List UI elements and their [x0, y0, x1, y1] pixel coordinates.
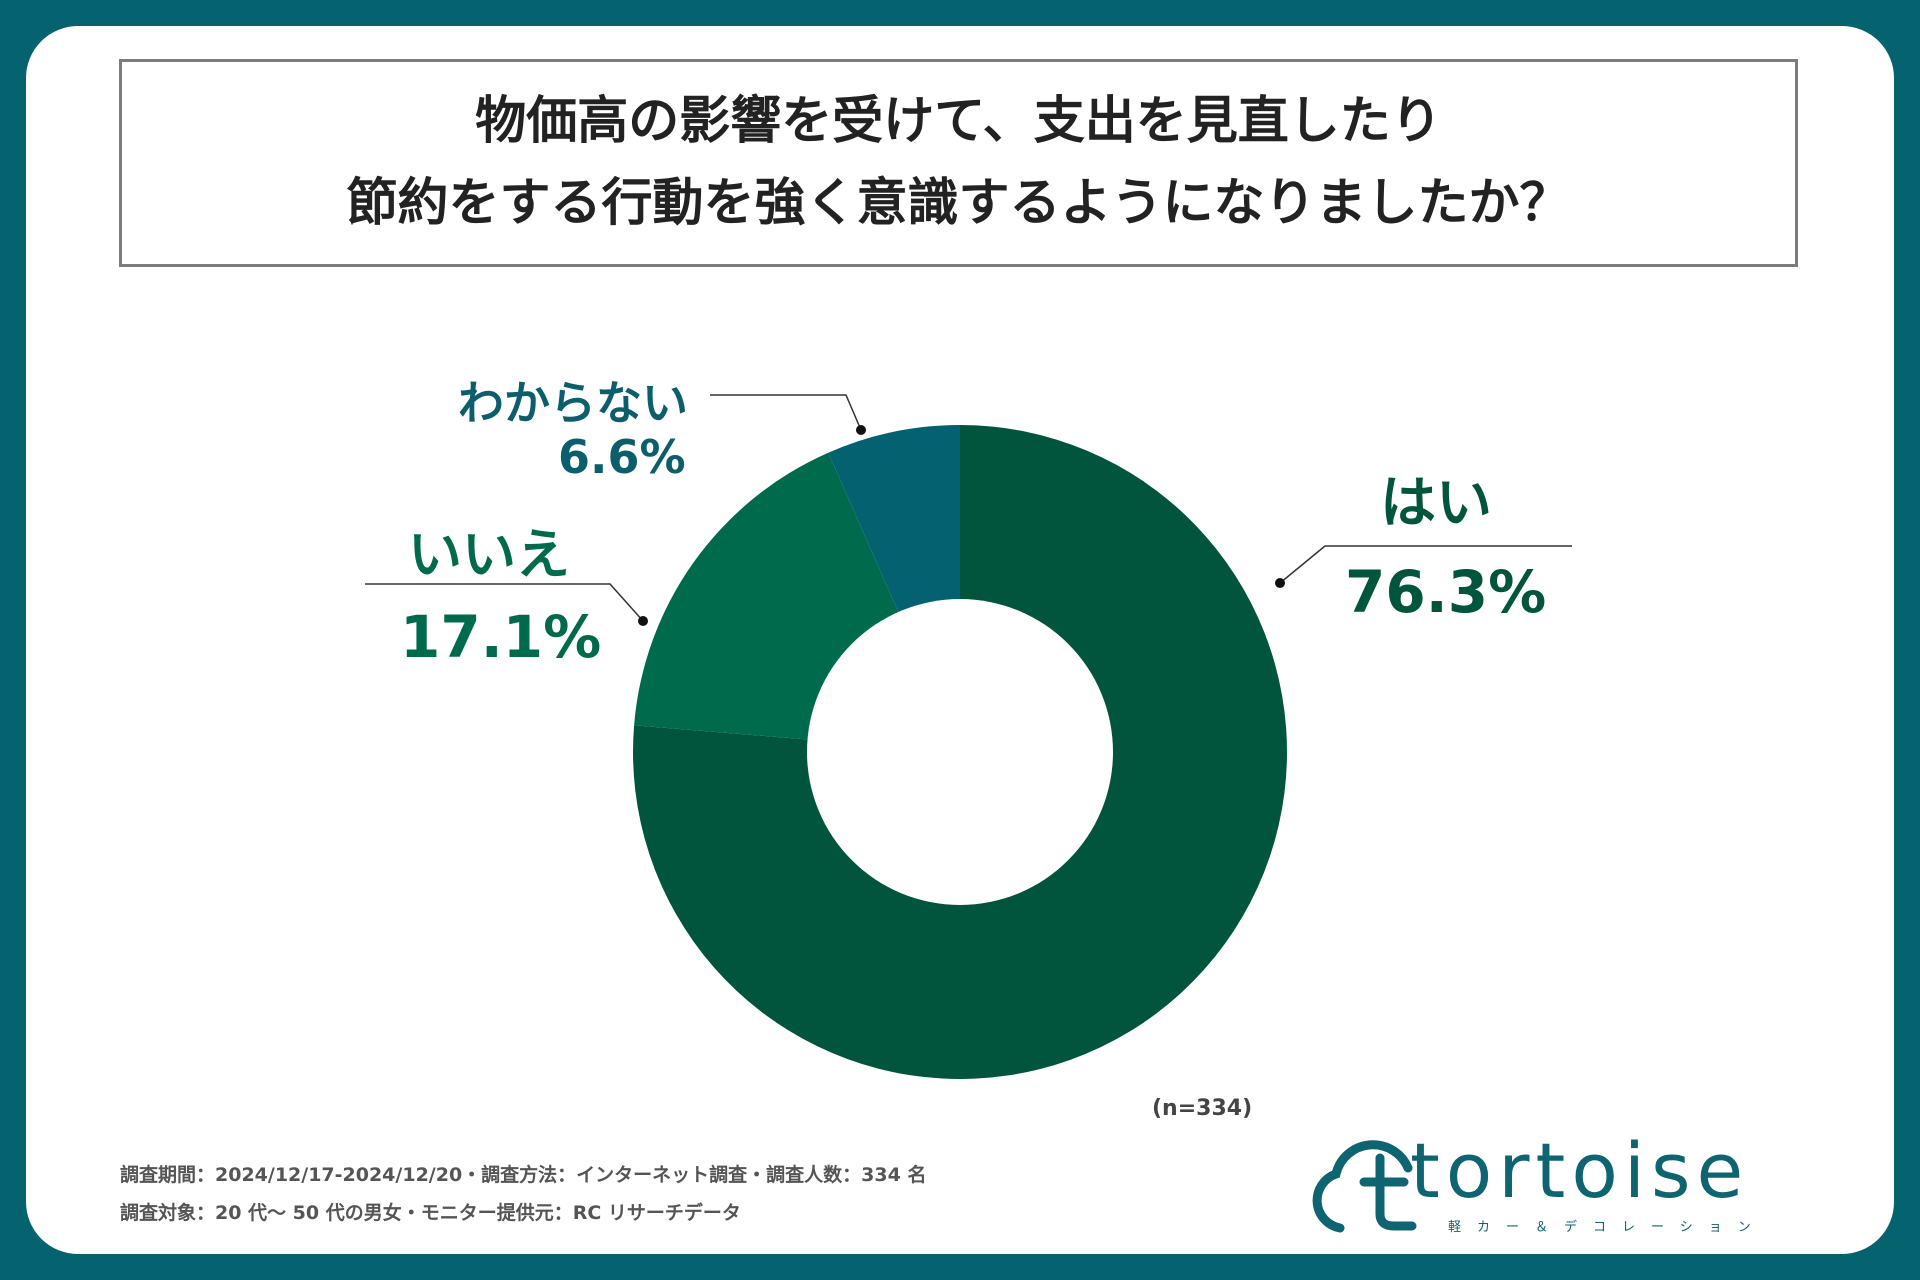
label-iie-value: 17.1%	[400, 603, 602, 671]
label-wakaranai-category: わからない	[458, 376, 688, 430]
cloud-t-icon	[1312, 1140, 1417, 1233]
title-box: 物価高の影響を受けて、支出を見直したり 節約をする行動を強く意識するようになりま…	[119, 59, 1798, 267]
leader-wakaranai	[710, 394, 862, 431]
leader-iie	[365, 583, 644, 622]
label-hai-category: はい	[1380, 471, 1492, 536]
footer-survey-period: 調査期間：2024/12/17-2024/12/20・調査方法：インターネット調…	[120, 1164, 927, 1186]
chart-title-line-1: 物価高の影響を受けて、支出を見直したり	[475, 92, 1442, 151]
donut-hole	[807, 599, 1113, 905]
tortoise-logo: tortoise 軽カー＆デコレーション	[1300, 1126, 1820, 1238]
label-wakaranai-value: 6.6%	[558, 430, 686, 484]
label-hai-value: 76.3%	[1345, 558, 1547, 626]
leader-wakaranai-dot	[856, 425, 866, 435]
leader-hai	[1279, 545, 1572, 584]
sample-size-label: (n=334)	[1152, 1096, 1253, 1121]
footer-survey-target: 調査対象：20 代～ 50 代の男女・モニター提供元：RC リサーチデータ	[120, 1202, 741, 1224]
chart-title-line-2: 節約をする行動を強く意識するようになりましたか？	[346, 174, 1571, 233]
logo-subtitle: 軽カー＆デコレーション	[1448, 1220, 1767, 1235]
leader-hai-dot	[1275, 578, 1285, 588]
logo-wordmark: tortoise	[1410, 1126, 1750, 1215]
leader-lines	[365, 394, 1572, 626]
label-iie-category: いいえ	[408, 523, 570, 586]
leader-iie-dot	[638, 616, 648, 626]
